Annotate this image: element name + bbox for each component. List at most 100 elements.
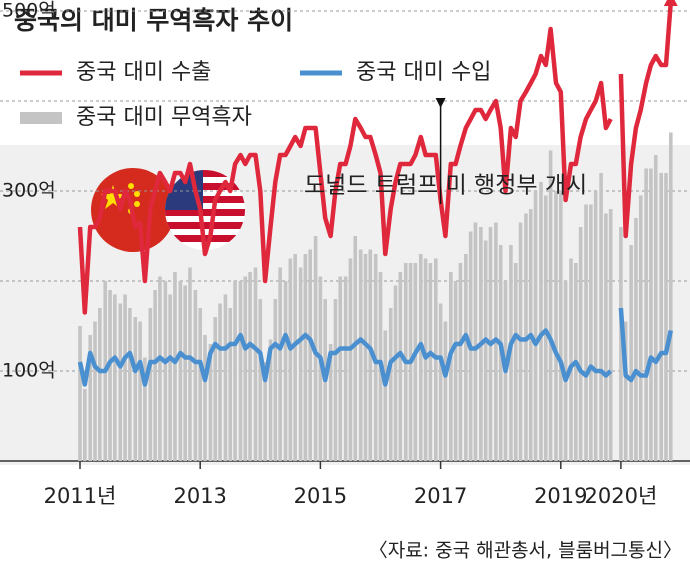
bar [428,263,433,461]
bar [178,281,183,461]
bar [393,285,398,461]
bar [213,317,218,461]
bar [668,132,673,461]
legend-label: 중국 대미 무역흑자 [76,105,252,130]
bar [133,317,138,461]
bar [653,155,658,461]
bar [303,254,308,461]
bar [308,249,312,461]
bar [193,290,198,461]
bar [623,321,628,461]
bar [268,339,273,461]
bar [228,308,233,461]
bar [138,321,142,461]
bar [659,173,663,461]
bar [483,240,488,461]
bar [108,290,112,461]
bar [113,294,117,461]
bar [348,258,353,461]
bar [418,254,423,461]
bar [248,272,252,461]
bar [168,294,172,461]
legend-label: 중국 대미 수입 [356,60,491,85]
bar [163,281,168,461]
bar [578,227,583,461]
bar [513,263,518,461]
bar [153,290,157,461]
bar [128,308,132,461]
bar [449,272,453,461]
bar [543,195,548,461]
bar [473,222,478,461]
bar [148,308,153,461]
bar [629,245,633,461]
line [77,307,674,387]
bar [343,276,348,461]
x-tick-label: 2013 [173,484,226,508]
chart-title: 중국의 대미 무역흑자 추이 [14,6,293,35]
y-tick-label: 100억 [2,360,56,382]
bar [443,321,448,461]
y-tick-label: 300억 [2,180,56,202]
bar [563,281,568,461]
annotation: 도널드 트럼프 미 행정부 개시 [304,173,587,199]
bar [649,168,653,461]
bar [298,267,303,461]
bar [203,335,207,461]
bar [423,258,428,461]
bar [398,272,403,461]
bar [328,344,333,461]
x-tick-label: 2020년 [585,484,658,508]
bar [638,195,643,461]
bar [88,335,93,461]
bar [438,303,443,461]
bar [208,344,213,461]
bar [608,209,613,461]
bar [288,258,293,461]
bar [123,294,127,461]
bar [363,254,368,461]
x-tick-label: 2019 [534,484,587,508]
bar [664,173,668,461]
bar [619,227,623,461]
legend-swatch [20,112,62,124]
bar [333,299,338,461]
bar [283,281,288,461]
bar [158,276,162,461]
bar [253,267,258,461]
bar [118,303,123,461]
bar [83,389,87,461]
bar [353,236,358,461]
annotation-arrowhead [435,98,446,108]
bar [258,299,263,461]
bar [453,281,458,461]
bar [173,272,177,461]
y-tick-label: 500억 [2,0,56,22]
bar [589,204,593,461]
bar [293,254,297,461]
bar [599,173,603,461]
bar [358,249,363,461]
x-tick-label: 2015 [294,484,347,508]
line-arrowhead [663,0,678,6]
bar [183,285,187,461]
bar [539,182,543,461]
bar [368,249,373,461]
bar [233,281,237,461]
bar [634,218,638,461]
x-tick-label: 2011년 [44,484,117,508]
bar [223,294,228,461]
bar [243,276,248,461]
bar [188,267,192,461]
line [77,1,674,315]
bar [78,326,82,461]
bar [644,168,648,461]
bar [318,276,323,461]
bar [593,191,598,461]
bar [218,303,222,461]
bar [238,281,243,461]
bar [458,263,463,461]
bar [559,191,563,461]
